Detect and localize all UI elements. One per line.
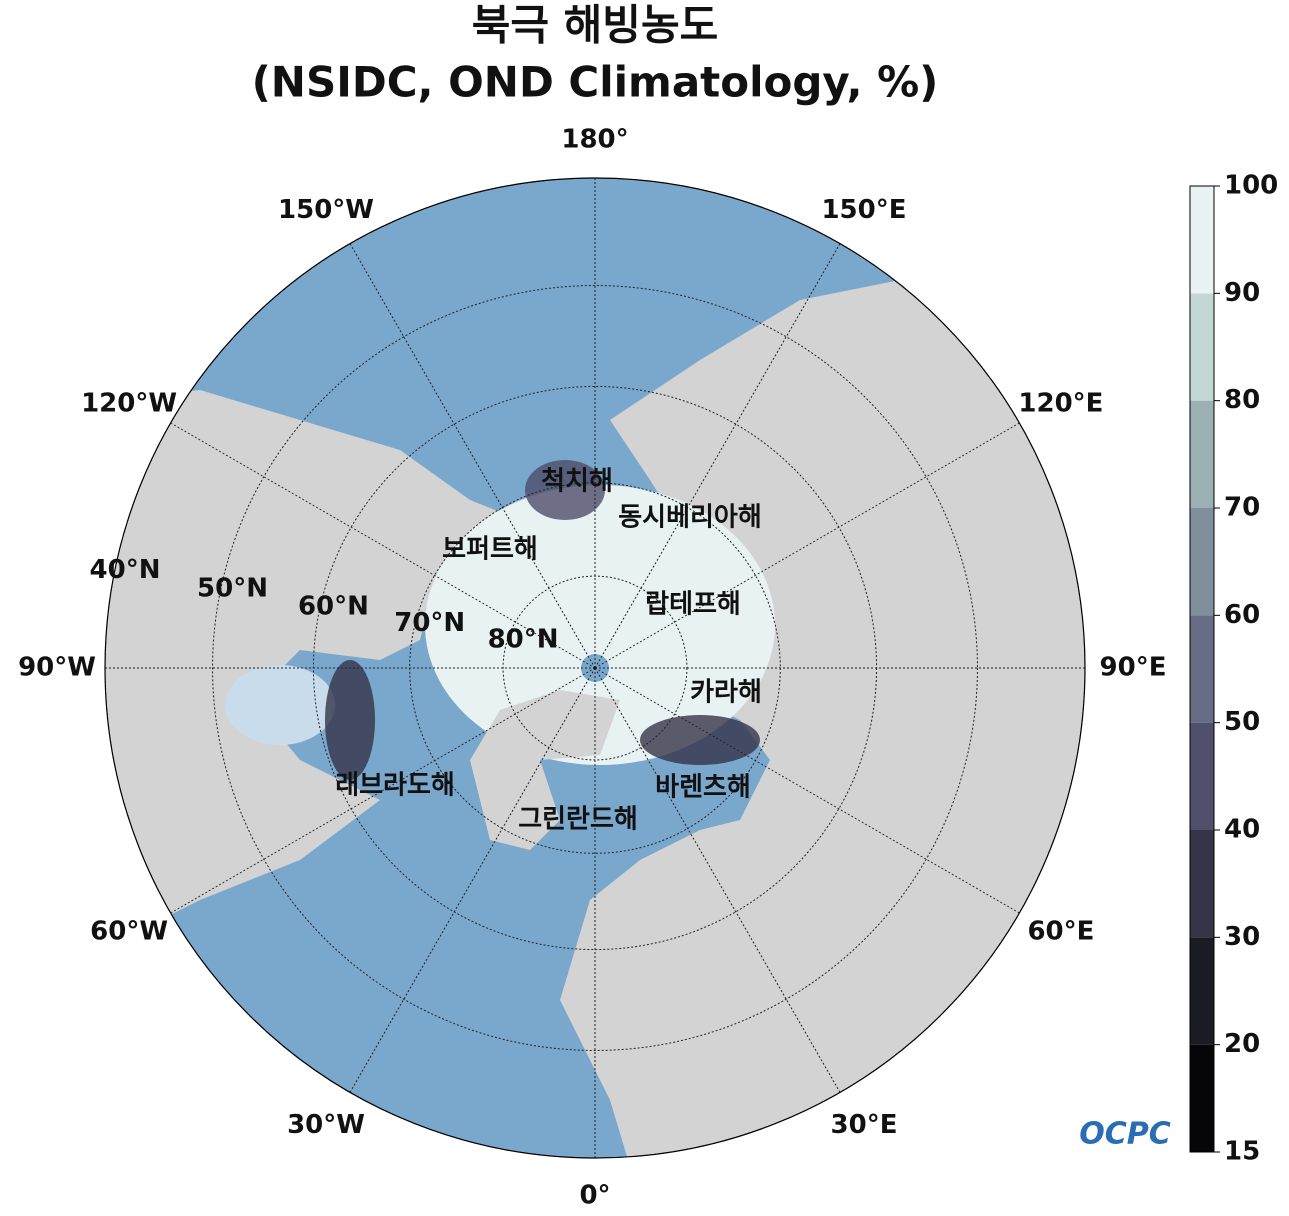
longitude-line <box>594 667 841 1093</box>
longitude-label: 30°W <box>287 1110 365 1140</box>
colorbar-segment <box>1190 400 1214 508</box>
longitude-label: 180° <box>561 125 628 155</box>
ice-pack <box>425 485 775 765</box>
colorbar-segment <box>1190 186 1214 294</box>
colorbar-label: 90 <box>1224 278 1260 308</box>
colorbar-frame <box>1189 185 1215 1153</box>
colorbar-label: 60 <box>1224 600 1260 630</box>
sea-label: 보퍼트해 <box>442 535 538 565</box>
colorbar-segment <box>1190 1044 1214 1152</box>
hudson-bay <box>225 665 335 745</box>
north-america <box>105 390 520 950</box>
longitude-label: 60°W <box>90 917 168 947</box>
sea-label: 바렌츠해 <box>655 773 751 803</box>
subtitle: (NSIDC, OND Climatology, %) <box>252 58 939 107</box>
colorbar-segment <box>1190 615 1214 723</box>
latitude-label: 40°N <box>90 555 161 585</box>
colorbar-label: 40 <box>1224 815 1260 845</box>
colorbar-segment <box>1190 293 1214 401</box>
longitude-label: 150°E <box>821 195 906 225</box>
longitude-label: 120°E <box>1018 389 1103 419</box>
labels: 40°N 50°N 60°N 70°N 80°N 180° 150°E 120°E 90°E 60… <box>18 125 1166 1211</box>
latitude-label: 50°N <box>197 574 268 604</box>
ice-edge <box>525 460 605 520</box>
longitude-line <box>349 243 596 669</box>
title: 북극 해빙농도 <box>472 1 718 50</box>
colorbar: 15 20 30 40 50 60 70 80 90 100 <box>1189 171 1278 1167</box>
longitude-label: 90°E <box>1100 653 1167 683</box>
colorbar-segment <box>1190 722 1214 830</box>
longitude-label: 0° <box>579 1181 610 1211</box>
ice-edge <box>640 715 760 765</box>
longitude-line <box>170 422 596 669</box>
colorbar-segment <box>1190 937 1214 1045</box>
sea-label: 카라해 <box>690 678 762 708</box>
map-border <box>104 177 1086 1159</box>
latitude-label: 80°N <box>488 625 559 655</box>
graticule <box>105 178 1085 1158</box>
longitude-label: 30°E <box>831 1110 898 1140</box>
ice-edge <box>325 660 375 780</box>
colorbar-label: 80 <box>1224 385 1260 415</box>
longitude-line <box>594 243 841 669</box>
sea-label: 척치해 <box>541 467 613 497</box>
sea-label: 랍테프해 <box>645 590 741 620</box>
longitude-line <box>594 422 1020 669</box>
latitude-line <box>502 575 688 761</box>
colorbar-label: 15 <box>1224 1137 1260 1167</box>
latitude-label: 70°N <box>394 608 465 638</box>
colorbar-label: 70 <box>1224 493 1260 523</box>
sea-label: 그린란드해 <box>518 805 638 835</box>
logo: OCPC <box>1079 1117 1171 1152</box>
map <box>105 178 1085 1158</box>
longitude-label: 120°W <box>81 389 177 419</box>
colorbar-label: 20 <box>1224 1029 1260 1059</box>
longitude-label: 90°W <box>18 653 96 683</box>
colorbar-segment <box>1190 508 1214 616</box>
longitude-label: 150°W <box>278 195 374 225</box>
longitude-line <box>170 667 596 914</box>
colorbar-segment <box>1190 830 1214 938</box>
latitude-line <box>212 285 978 1051</box>
longitude-label: 60°E <box>1027 917 1094 947</box>
colorbar-label: 30 <box>1224 922 1260 952</box>
longitude-line <box>349 667 596 1093</box>
colorbar-label: 50 <box>1224 707 1260 737</box>
colorbar-label: 100 <box>1224 171 1278 201</box>
longitude-line <box>594 667 1020 914</box>
greenland <box>470 690 620 850</box>
sea-label: 래브라도해 <box>335 771 455 801</box>
latitude-label: 60°N <box>298 591 369 621</box>
sea-label: 동시베리아해 <box>618 503 762 533</box>
